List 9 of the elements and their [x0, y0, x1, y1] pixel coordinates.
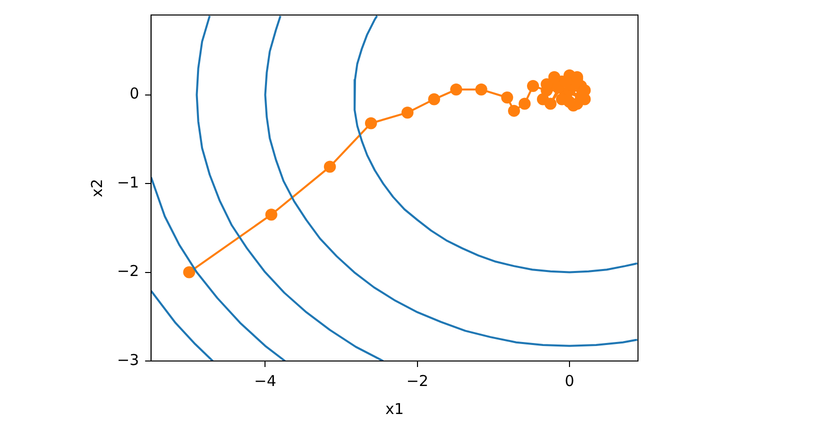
y-axis-title: x2 [88, 178, 106, 198]
y-tick-label: −3 [116, 350, 140, 369]
y-tick-label: −2 [116, 262, 140, 280]
x-tick-label: 0 [564, 372, 574, 390]
x-tick-label: −2 [406, 372, 428, 390]
y-tick-label: 0 [130, 84, 140, 103]
y-tick-label: −1 [116, 173, 140, 192]
x-tick-label: −4 [254, 372, 276, 390]
x-axis-title: x1 [385, 400, 404, 418]
